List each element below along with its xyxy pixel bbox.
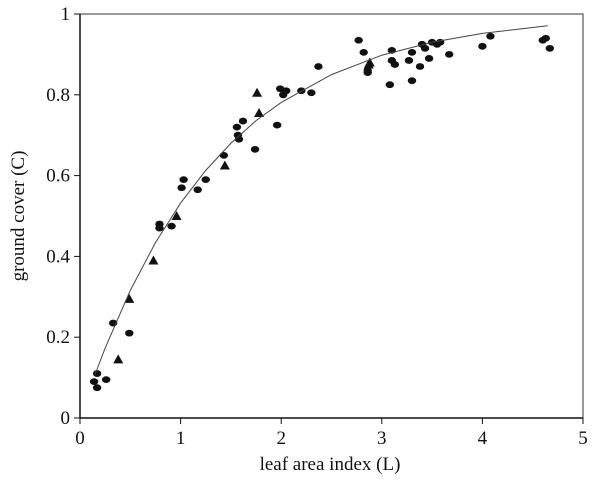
circle-point [219,152,229,159]
circle-point [155,224,164,232]
circle-point [272,121,282,129]
circle-point [541,34,550,42]
circle-point [125,329,134,337]
triangle-point [254,107,265,117]
triangle-point [364,57,375,67]
circle-point [363,69,372,76]
circle-point [478,42,487,50]
circle-point [177,184,186,192]
x-tick-label: 2 [276,428,286,449]
y-tick-label: 0.2 [46,327,70,348]
y-tick-label: 0.4 [46,246,70,267]
triangle-point [171,211,182,220]
circle-point [390,61,400,68]
triangle-point [113,354,124,364]
circle-point [193,186,202,194]
x-axis-label: leaf area index (L) [260,454,401,475]
y-tick-label: 0.6 [46,166,70,187]
triangle-point [252,87,263,97]
circle-point [232,123,242,131]
circle-point [201,176,210,184]
y-tick-label: 0 [61,408,71,429]
y-axis-label: ground cover (C) [8,151,29,282]
circle-point [92,384,102,392]
circle-point [445,51,454,58]
fit-curve [94,25,548,375]
circle-point [92,370,102,377]
circle-point [167,222,176,230]
circle-point [179,176,188,184]
circle-point [89,378,99,386]
circle-point [238,117,248,125]
x-tick-label: 5 [578,428,588,449]
circle-point [250,145,260,153]
triangle-point [124,293,135,303]
circle-point [359,48,368,56]
circle-point [407,48,417,56]
circle-point [486,32,495,40]
x-tick-label: 1 [176,428,186,449]
circle-point [282,87,291,95]
triangle-point [148,255,159,265]
triangle-point [219,160,230,170]
circle-point [307,89,316,97]
circle-point [407,77,417,85]
circle-point [415,63,425,70]
circle-point [545,44,555,52]
circle-point [420,44,430,52]
x-tick-label: 4 [478,428,488,449]
circle-point [314,63,323,70]
circle-point [385,81,395,89]
y-tick-label: 1 [61,4,71,25]
circle-point [404,57,414,64]
circle-point [354,36,363,44]
circle-point [424,55,434,62]
y-tick-label: 0.8 [46,85,70,106]
circle-point [101,376,111,384]
x-tick-label: 3 [377,428,387,449]
x-tick-label: 0 [75,428,85,449]
